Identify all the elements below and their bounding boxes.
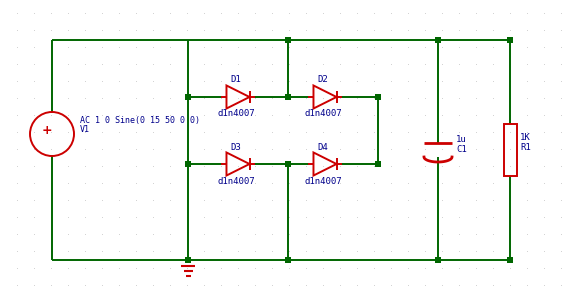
Text: d1n4007: d1n4007 bbox=[217, 176, 255, 185]
Text: d1n4007: d1n4007 bbox=[304, 176, 342, 185]
Text: 1K: 1K bbox=[520, 133, 531, 143]
Text: +: + bbox=[42, 124, 52, 137]
Text: d1n4007: d1n4007 bbox=[217, 110, 255, 118]
Text: 1u: 1u bbox=[456, 136, 467, 144]
Text: D1: D1 bbox=[231, 76, 241, 85]
Text: C1: C1 bbox=[456, 146, 467, 155]
Bar bbox=[504, 124, 517, 176]
Text: D4: D4 bbox=[318, 143, 328, 152]
Text: AC 1 0 Sine(0 15 50 0 0): AC 1 0 Sine(0 15 50 0 0) bbox=[80, 115, 200, 124]
Text: D3: D3 bbox=[231, 143, 241, 152]
Text: R1: R1 bbox=[520, 143, 531, 153]
Text: d1n4007: d1n4007 bbox=[304, 110, 342, 118]
Text: V1: V1 bbox=[80, 126, 90, 134]
Text: D2: D2 bbox=[318, 76, 328, 85]
